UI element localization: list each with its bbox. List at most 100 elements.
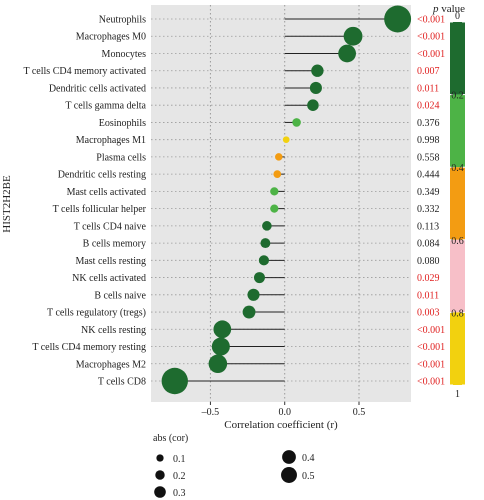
colorbar-tick-label: 0.2 — [451, 91, 464, 102]
point — [270, 204, 279, 213]
category-label: Eosinophils — [99, 118, 146, 129]
pvalue-labels: <0.001 <0.001 <0.001 0.007 0.011 0.024 0.376 0.… — [417, 15, 445, 388]
pvalue-label: <0.001 — [417, 377, 445, 388]
point — [270, 187, 279, 196]
category-label: B cells memory — [83, 239, 146, 250]
size-legend-circle — [156, 454, 164, 462]
colorbar-band — [450, 22, 465, 95]
pvalue-label: 0.011 — [417, 83, 439, 94]
category-label: T cells CD4 memory resting — [32, 342, 146, 353]
pvalue-label: <0.001 — [417, 32, 445, 43]
category-label: T cells gamma delta — [65, 101, 146, 112]
point — [309, 81, 322, 94]
size-legend-circle — [155, 470, 165, 480]
pvalue-label: 0.003 — [417, 308, 440, 319]
point — [343, 26, 363, 46]
size-legend-label: 0.2 — [173, 471, 186, 482]
category-label: Monocytes — [102, 49, 147, 60]
pvalue-label: 0.998 — [417, 135, 440, 146]
pvalue-label: 0.376 — [417, 118, 440, 129]
colorbar-title-rest: value — [438, 3, 465, 15]
x-tick-label: 0.5 — [353, 407, 366, 418]
category-label: T cells CD4 memory activated — [23, 66, 146, 77]
colorbar-band — [450, 312, 465, 385]
category-label: Mast cells activated — [67, 187, 146, 198]
point — [262, 221, 272, 231]
colorbar-band — [450, 167, 465, 240]
category-label: Plasma cells — [96, 152, 146, 163]
pvalue-label: 0.024 — [417, 101, 440, 112]
grid-lines — [151, 5, 411, 402]
point — [242, 305, 256, 319]
pvalue-label: 0.332 — [417, 204, 440, 215]
point — [282, 136, 290, 144]
category-label: Dendritic cells activated — [49, 83, 146, 94]
category-label: T cells CD4 naive — [74, 221, 147, 232]
x-axis: –0.5 0.0 0.5 — [201, 402, 366, 418]
point — [292, 118, 301, 127]
category-label: Neutrophils — [99, 15, 146, 26]
lollipop-dots — [161, 5, 412, 395]
pvalue-label: <0.001 — [417, 342, 445, 353]
pvalue-colorbar: 0 0.2 0.4 0.6 0.8 1 — [450, 11, 465, 400]
pvalue-label: <0.001 — [417, 49, 445, 60]
pvalue-label: 0.011 — [417, 290, 439, 301]
size-legend-label: 0.5 — [302, 471, 315, 482]
point — [258, 255, 270, 266]
point — [247, 288, 260, 301]
category-label: T cells CD8 — [98, 377, 146, 388]
point — [273, 170, 282, 179]
point — [307, 99, 319, 111]
category-label: Macrophages M2 — [76, 359, 146, 370]
category-label: Macrophages M1 — [76, 135, 146, 146]
colorbar-title: p value — [432, 3, 465, 15]
pvalue-label: <0.001 — [417, 359, 445, 370]
size-legend-circle — [281, 467, 297, 483]
colorbar-tick-label: 0 — [455, 11, 460, 22]
point — [208, 354, 228, 374]
size-legend-label: 0.1 — [173, 454, 186, 465]
category-label: Mast cells resting — [75, 256, 146, 267]
colorbar-band — [450, 239, 465, 313]
size-legend-title: abs (cor) — [153, 433, 188, 444]
point — [275, 153, 283, 161]
point — [311, 64, 324, 77]
category-label: NK cells activated — [72, 273, 146, 284]
colorbar-tick-label: 0.8 — [451, 308, 464, 319]
category-label: T cells follicular helper — [53, 204, 147, 215]
pvalue-label: 0.349 — [417, 187, 440, 198]
y-axis-label: HIST2H2BE — [1, 175, 13, 233]
category-labels: Neutrophils Macrophages M0 Monocytes T cell… — [23, 15, 146, 388]
x-axis-label: Correlation coefficient (r) — [224, 419, 338, 431]
colorbar-tick-label: 0.6 — [451, 236, 464, 247]
point — [260, 238, 271, 249]
x-tick-label: 0.0 — [278, 407, 291, 418]
category-label: NK cells resting — [81, 325, 146, 336]
pvalue-label: 0.007 — [417, 66, 440, 77]
colorbar-tick-label: 1 — [455, 389, 460, 400]
size-legend: abs (cor) 0.1 0.2 0.3 0.4 0.5 — [153, 433, 315, 499]
pvalue-label: <0.001 — [417, 325, 445, 336]
pvalue-label: 0.113 — [417, 221, 439, 232]
point — [338, 44, 356, 63]
colorbar-band — [450, 94, 465, 168]
point — [161, 367, 188, 395]
plot-panel — [151, 5, 411, 402]
size-legend-label: 0.3 — [173, 488, 186, 499]
pvalue-label: 0.444 — [417, 170, 440, 181]
pvalue-label: 0.558 — [417, 152, 440, 163]
pvalue-label: <0.001 — [417, 15, 445, 26]
colorbar-tick-label: 0.4 — [451, 163, 464, 174]
category-label: Macrophages M0 — [76, 32, 146, 43]
size-legend-circle — [154, 486, 166, 498]
point — [211, 337, 230, 356]
pvalue-label: 0.080 — [417, 256, 440, 267]
size-legend-label: 0.4 — [302, 453, 315, 464]
category-label: T cells regulatory (tregs) — [47, 308, 146, 319]
x-tick-label: –0.5 — [201, 407, 220, 418]
pvalue-label: 0.029 — [417, 273, 440, 284]
category-label: Dendritic cells resting — [58, 170, 146, 181]
size-legend-circle — [282, 450, 296, 464]
colorbar-title-p: p — [432, 3, 439, 15]
